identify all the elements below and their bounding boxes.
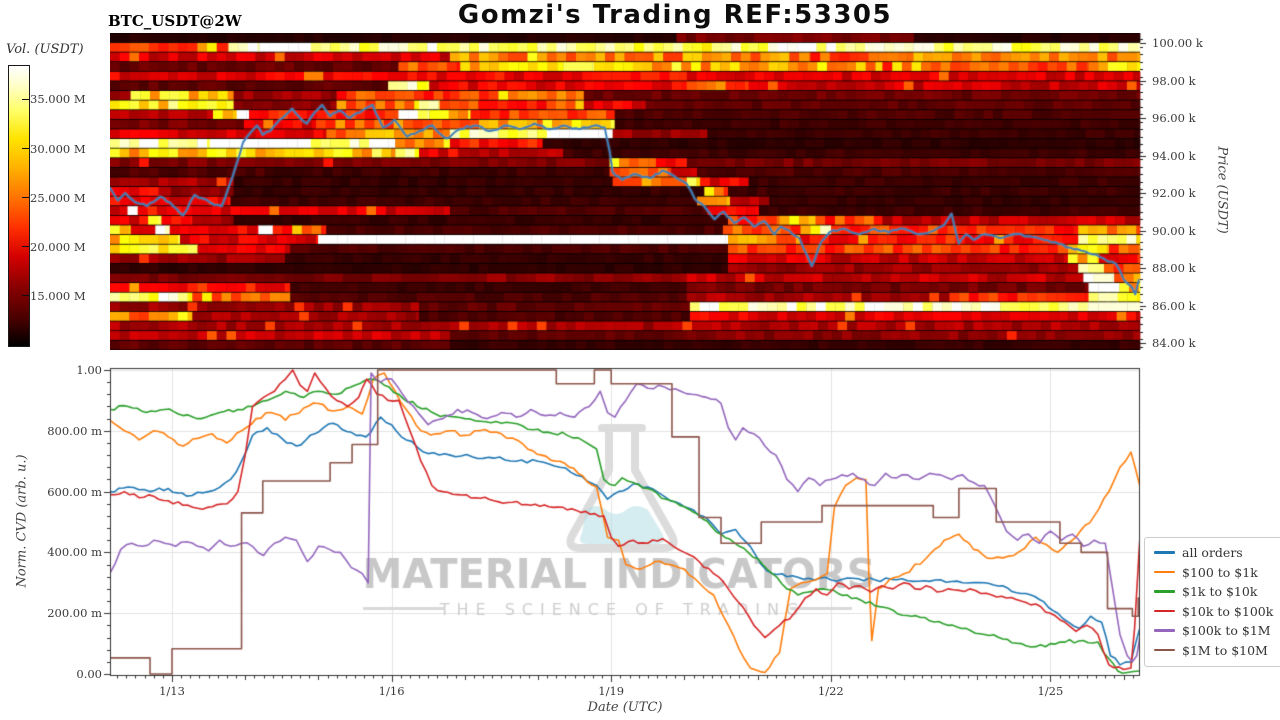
- cvd-y-tick-label: 600.00 m: [47, 484, 102, 499]
- cvd-y-tick-label: 400.00 m: [47, 545, 102, 560]
- price-tick-label: 96.00 k: [1152, 111, 1196, 125]
- legend-item-label: $10k to $100k: [1182, 603, 1274, 619]
- colorbar-tick-label: 35.000 M: [30, 92, 86, 107]
- cvd-x-tick-label: 1/22: [817, 684, 844, 698]
- cvd-y-tick-label: 800.00 m: [47, 423, 102, 438]
- legend-item-label: all orders: [1182, 545, 1243, 560]
- legend-item-label: $100 to $1k: [1182, 564, 1258, 580]
- legend-item: all orders: [1154, 545, 1273, 560]
- colorbar-tick-label: 20.000 M: [30, 239, 86, 254]
- cvd-canvas: [100, 366, 1150, 688]
- legend-key-line: [1154, 648, 1175, 652]
- price-tick-label: 84.00 k: [1152, 336, 1196, 350]
- price-tick-label: 88.00 k: [1152, 261, 1196, 275]
- colorbar-tickmark: [22, 295, 29, 297]
- cvd-x-tick-label: 1/13: [159, 684, 185, 698]
- colorbar-tickmark: [22, 98, 29, 100]
- legend: all orders $100 to $1k $1k to $10k $10k to …: [1144, 537, 1280, 667]
- colorbar-tickmark: [22, 197, 29, 199]
- symbol-label: BTC_USDT@2W: [108, 12, 242, 30]
- price-tick-label: 100.00 k: [1152, 36, 1203, 50]
- legend-item: $100 to $1k: [1154, 565, 1273, 580]
- price-tick-label: 90.00 k: [1152, 223, 1196, 238]
- legend-key-line: [1154, 609, 1175, 613]
- price-tick-label: 98.00 k: [1152, 73, 1196, 88]
- legend-key-line: [1154, 570, 1175, 574]
- legend-item-label: $1M to $10M: [1182, 642, 1268, 658]
- legend-item-label: $100k to $1M: [1182, 623, 1271, 638]
- page-title: Gomzi's Trading REF:53305: [457, 0, 893, 30]
- colorbar-tick-label: 25.000 M: [30, 190, 86, 205]
- colorbar-tick-label: 15.000 M: [30, 288, 86, 303]
- legend-item: $1k to $10k: [1154, 584, 1273, 599]
- colorbar-tick-label: 30.000 M: [30, 141, 86, 156]
- legend-item: $1M to $10M: [1154, 643, 1273, 658]
- legend-item: $100k to $1M: [1154, 623, 1273, 638]
- legend-item: $10k to $100k: [1154, 604, 1273, 619]
- cvd-x-tick-label: 1/25: [1037, 684, 1064, 698]
- cvd-y-axis-label: Norm. CVD (arb. u.): [14, 454, 30, 588]
- heatmap-canvas: [110, 33, 1152, 350]
- cvd-x-tick-label: 1/19: [598, 684, 625, 698]
- legend-key-line: [1154, 551, 1175, 554]
- legend-key-line: [1154, 590, 1175, 593]
- cvd-y-tick-label: 200.00 m: [47, 606, 102, 621]
- colorbar-tickmark: [22, 246, 29, 248]
- cvd-x-tick-label: 1/16: [378, 684, 405, 698]
- volume-colorbar: [8, 65, 30, 347]
- colorbar-axis-label: Vol. (USDT): [6, 42, 84, 57]
- legend-item-label: $1k to $10k: [1182, 584, 1258, 599]
- legend-key-line: [1154, 629, 1175, 632]
- price-tick-label: 86.00 k: [1152, 298, 1196, 313]
- price-tick-label: 94.00 k: [1152, 148, 1196, 163]
- colorbar-tickmark: [22, 148, 29, 149]
- cvd-y-tick-label: 0.00: [76, 667, 102, 681]
- date-axis-label: Date (UTC): [587, 700, 663, 715]
- cvd-y-tick-label: 1.00: [76, 363, 102, 377]
- price-axis-label: Price (USDT): [1214, 146, 1230, 234]
- price-tick-label: 92.00 k: [1152, 186, 1196, 200]
